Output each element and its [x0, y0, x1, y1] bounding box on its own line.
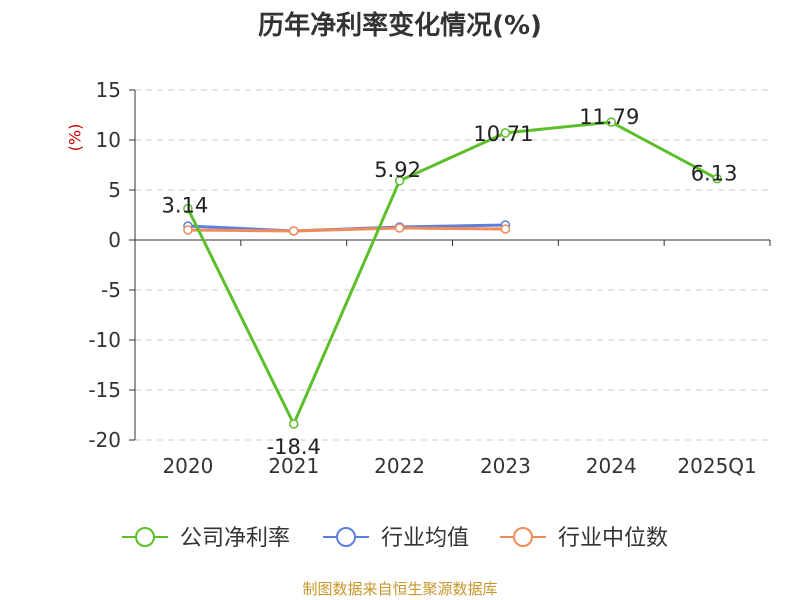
legend-swatch-marker [513, 527, 533, 547]
y-tick-label: 15 [96, 78, 121, 102]
series-line [187, 226, 506, 233]
data-label: -18.4 [267, 435, 321, 459]
source-note: 制图数据来自恒生聚源数据库 [302, 580, 498, 598]
data-label: 3.14 [162, 194, 209, 218]
x-tick-label: 2024 [586, 454, 637, 478]
data-label: 11.79 [579, 105, 639, 129]
legend-label: 公司净利率 [180, 526, 290, 551]
x-tick-label: 2023 [480, 454, 531, 478]
y-tick-label: -10 [88, 328, 121, 352]
x-tick-label: 2020 [162, 454, 213, 478]
legend-label: 行业中位数 [558, 526, 668, 551]
data-point [183, 225, 193, 235]
x-tick-label: 2021 [268, 454, 319, 478]
x-tick-label: 2025Q1 [677, 454, 756, 478]
data-point [500, 224, 511, 234]
data-label: 10.71 [473, 122, 533, 146]
data-point [394, 176, 405, 186]
legend-swatch-marker [336, 527, 356, 547]
legend-label: 行业均值 [381, 526, 469, 551]
data-point [289, 226, 299, 236]
y-tick-label: 10 [96, 128, 121, 152]
x-tick-label: 2022 [374, 454, 425, 478]
y-tick-label: -5 [101, 278, 121, 302]
y-tick-label: 5 [108, 178, 121, 202]
y-tick-label: -15 [88, 378, 121, 402]
chart-title: 历年净利率变化情况(%) [258, 11, 542, 41]
legend-swatch-marker [135, 527, 155, 547]
data-point [289, 419, 299, 429]
data-point [183, 203, 193, 214]
data-point [712, 173, 722, 184]
data-point [500, 128, 511, 138]
series-line [186, 120, 718, 426]
data-point [394, 223, 405, 233]
data-point [606, 117, 616, 127]
y-tick-label: -20 [88, 428, 121, 452]
data-label: 6.13 [691, 162, 738, 186]
data-label: 5.92 [374, 158, 421, 182]
y-tick-label: 0 [108, 228, 121, 252]
